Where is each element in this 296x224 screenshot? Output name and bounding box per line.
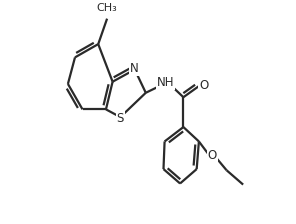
Text: O: O	[207, 149, 217, 162]
Text: S: S	[117, 112, 124, 125]
Text: CH₃: CH₃	[97, 3, 118, 13]
Text: N: N	[130, 62, 139, 75]
Text: NH: NH	[157, 76, 174, 89]
Text: O: O	[199, 79, 208, 92]
